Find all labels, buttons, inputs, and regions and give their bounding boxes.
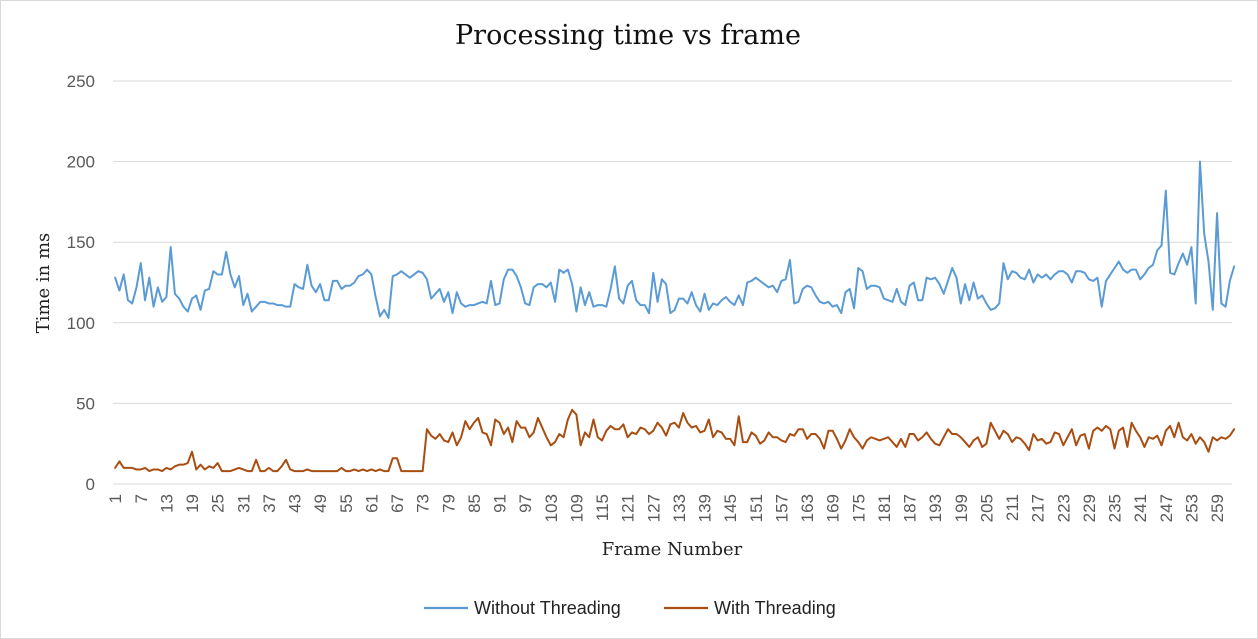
x-tick-label: 37 — [260, 494, 279, 513]
gridlines — [113, 80, 1232, 485]
x-tick-label: 31 — [234, 494, 253, 513]
y-tick-label: 200 — [67, 153, 95, 172]
x-tick-label: 1 — [106, 494, 125, 503]
x-tick-label: 19 — [183, 494, 202, 513]
x-tick-label: 67 — [388, 494, 407, 513]
x-tick-label: 55 — [337, 494, 356, 513]
x-tick-label: 181 — [875, 494, 894, 522]
x-tick-label: 205 — [977, 494, 996, 522]
y-axis-ticks: 0 50 100 150 200 250 — [67, 72, 95, 494]
x-tick-label: 169 — [824, 494, 843, 522]
x-tick-label: 235 — [1106, 494, 1125, 522]
x-tick-label: 127 — [644, 494, 663, 522]
x-tick-label: 187 — [901, 494, 920, 522]
legend-label: With Threading — [714, 598, 836, 618]
x-tick-label: 61 — [362, 494, 381, 513]
x-tick-label: 199 — [952, 494, 971, 522]
x-tick-label: 97 — [516, 494, 535, 513]
x-tick-label: 115 — [593, 494, 612, 521]
x-tick-label: 157 — [772, 494, 791, 522]
x-tick-label: 241 — [1131, 494, 1150, 522]
x-tick-label: 253 — [1182, 494, 1201, 522]
series-line-1 — [114, 408, 1236, 473]
y-tick-label: 0 — [86, 475, 95, 494]
x-tick-label: 229 — [1080, 494, 1099, 522]
legend: Without Threading With Threading — [424, 598, 836, 618]
x-tick-label: 13 — [157, 494, 176, 513]
chart-title: Processing time vs frame — [455, 20, 801, 51]
x-tick-label: 211 — [1003, 494, 1022, 521]
x-tick-label: 151 — [747, 494, 766, 522]
x-tick-label: 91 — [491, 494, 510, 513]
y-tick-label: 250 — [67, 72, 95, 91]
series-line-0 — [114, 160, 1236, 319]
x-tick-label: 121 — [619, 494, 638, 522]
series-lines — [114, 160, 1236, 473]
legend-label: Without Threading — [474, 598, 621, 618]
y-tick-label: 50 — [76, 394, 95, 413]
x-tick-label: 7 — [132, 494, 151, 503]
x-tick-label: 175 — [849, 494, 868, 522]
y-axis-title: Time in ms — [33, 233, 54, 334]
x-tick-label: 145 — [721, 494, 740, 522]
x-tick-label: 43 — [286, 494, 305, 513]
x-tick-label: 139 — [696, 494, 715, 522]
x-tick-label: 133 — [670, 494, 689, 522]
x-tick-label: 49 — [311, 494, 330, 513]
x-axis-ticks: 1 7 13 19 25 31 37 43 49 55 61 67 73 79 85 91 97 103 109 11… — [106, 494, 1227, 522]
x-tick-label: 79 — [439, 494, 458, 513]
x-tick-label: 223 — [1054, 494, 1073, 522]
x-tick-label: 193 — [926, 494, 945, 522]
x-tick-label: 217 — [1029, 494, 1048, 522]
x-tick-label: 109 — [567, 494, 586, 522]
y-tick-label: 150 — [67, 233, 95, 252]
y-tick-label: 100 — [67, 314, 95, 333]
x-axis-title: Frame Number — [602, 539, 743, 560]
x-tick-label: 247 — [1157, 494, 1176, 522]
x-tick-label: 25 — [209, 494, 228, 513]
x-tick-label: 85 — [465, 494, 484, 513]
x-tick-label: 163 — [798, 494, 817, 522]
x-tick-label: 103 — [542, 494, 561, 522]
x-tick-label: 259 — [1208, 494, 1227, 522]
x-tick-label: 73 — [414, 494, 433, 513]
